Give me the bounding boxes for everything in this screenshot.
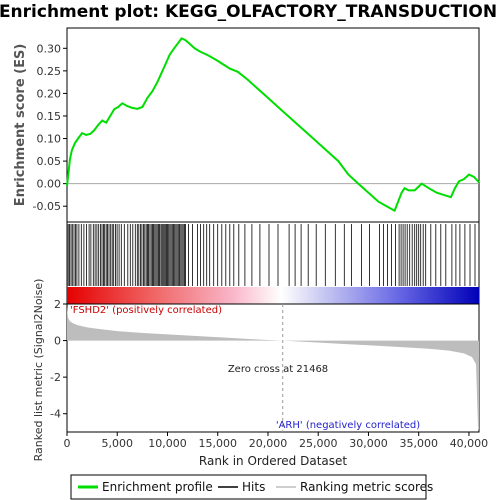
rank-color-bar — [67, 287, 479, 304]
zero-cross-annotation: Zero cross at 21468 — [228, 364, 328, 375]
es-y-tick-label: 0.25 — [37, 65, 62, 78]
metric-x-tick-label: 40,000 — [450, 437, 489, 450]
es-y-axis-label: Enrichment score (ES) — [13, 44, 28, 207]
es-y-tick-label: 0.15 — [37, 110, 62, 123]
metric-y-axis-label: Ranked list metric (Signal2Noise) — [32, 279, 45, 462]
metric-x-tick-label: 15,000 — [198, 437, 237, 450]
es-y-tick-label: 0.10 — [37, 133, 62, 146]
metric-y-tick-label: -2 — [50, 371, 61, 384]
hits-rug — [67, 224, 476, 286]
es-y-tick-label: 0.20 — [37, 87, 62, 100]
metric-x-tick-label: 0 — [64, 437, 71, 450]
es-profile-line — [66, 37, 480, 213]
legend: Enrichment profile Hits Ranking metric s… — [70, 474, 433, 500]
metric-x-tick-label: 25,000 — [299, 437, 338, 450]
positive-correlation-label: 'FSHD2' (positively correlated) — [70, 305, 222, 316]
legend-label-hits: Hits — [242, 480, 265, 494]
metric-x-axis: 0 5,000 10,000 15,000 20,000 25,000 30,000 35,0… — [64, 432, 489, 450]
metric-x-tick-label: 30,000 — [349, 437, 388, 450]
es-panel-frame — [66, 27, 480, 223]
es-y-tick-label: 0.30 — [37, 42, 62, 55]
metric-x-tick-label: 10,000 — [148, 437, 187, 450]
metric-x-tick-label: 20,000 — [249, 437, 288, 450]
chart-title: Enrichment plot: KEGG_OLFACTORY_TRANSDUC… — [0, 2, 497, 22]
metric-y-tick-label: 0 — [54, 335, 61, 348]
legend-label-ranking: Ranking metric scores — [300, 480, 433, 494]
ranked-metric-area — [67, 306, 479, 431]
es-y-tick-label: 0.05 — [37, 155, 62, 168]
metric-x-tick-label: 5,000 — [101, 437, 133, 450]
metric-x-axis-label: Rank in Ordered Dataset — [199, 454, 347, 468]
metric-y-tick-label: 2 — [54, 298, 61, 311]
legend-label-enrichment: Enrichment profile — [102, 480, 213, 494]
metric-x-tick-label: 35,000 — [399, 437, 438, 450]
es-y-tick-label: -0.05 — [33, 200, 61, 213]
es-y-axis: -0.05 0.00 0.05 0.10 0.15 0.20 0.25 0.30 — [33, 42, 67, 213]
metric-panel-frame — [66, 303, 480, 433]
negative-correlation-label: 'ARH' (negatively correlated) — [276, 420, 420, 431]
metric-y-tick-label: -4 — [50, 408, 61, 421]
metric-y-axis: -4 -2 0 2 — [50, 298, 67, 421]
es-y-tick-label: 0.00 — [37, 178, 62, 191]
